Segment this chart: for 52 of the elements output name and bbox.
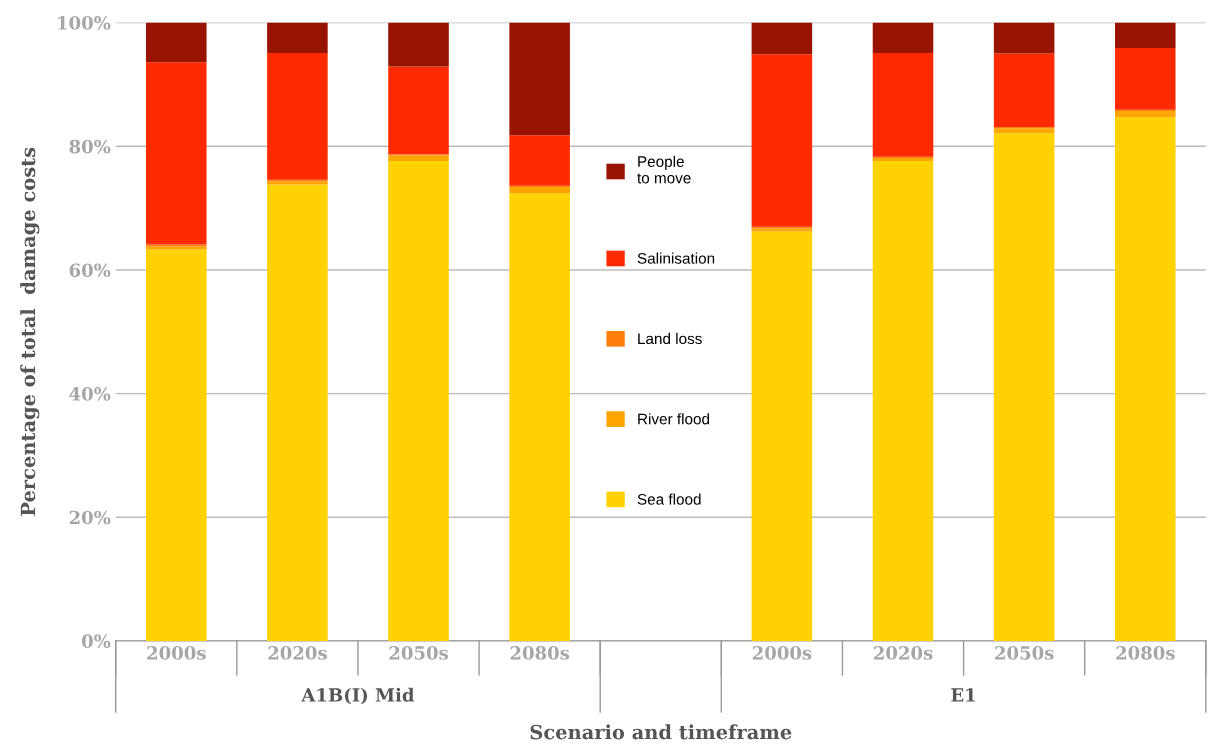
x-axis-title: Scenario and timeframe (530, 724, 792, 740)
bar (872, 158, 934, 162)
x-tick-label: 2050s (389, 646, 448, 660)
y-tick-label: 0% (81, 634, 111, 649)
bar (993, 22, 1055, 54)
bar (509, 193, 570, 641)
x-tick-label: 2080s (510, 646, 570, 660)
bar (751, 231, 813, 641)
x-tick-label: 2020s (874, 646, 933, 660)
x-tick-label: 2000s (752, 646, 812, 660)
bar (872, 22, 934, 53)
y-tick-label: 100% (58, 16, 111, 30)
legend-label: River flood (638, 413, 710, 425)
bar (751, 54, 813, 227)
legend-label: Land loss (638, 332, 702, 345)
x-tick-label: 2000s (147, 646, 206, 660)
y-tick-label: 40% (69, 387, 111, 401)
bar (388, 22, 449, 67)
bar (509, 22, 570, 136)
bar (145, 62, 207, 245)
y-tick-label: 60% (69, 263, 111, 278)
bar (872, 161, 934, 641)
bar (1114, 47, 1176, 110)
y-tick-label: 80% (69, 139, 111, 154)
bar (993, 133, 1055, 641)
bar (509, 187, 570, 194)
legend-label: Salinisation (637, 252, 715, 264)
bar (1114, 22, 1176, 48)
x-tick-label: 2020s (268, 646, 327, 660)
bar (267, 22, 328, 53)
bar (509, 135, 570, 186)
bar (388, 66, 449, 155)
bar (267, 52, 328, 180)
legend-label: Sea flood (637, 493, 701, 505)
legend-label: People to move (637, 155, 691, 184)
bar (751, 22, 813, 55)
bar (1114, 111, 1176, 118)
y-tick-label: 20% (69, 510, 111, 525)
bar (993, 128, 1055, 134)
bar (1114, 117, 1176, 641)
text: A1B(I) Mid (301, 687, 415, 705)
bar (145, 22, 207, 63)
x-tick-label: 2050s (995, 646, 1054, 660)
bar (267, 184, 328, 641)
bar (145, 249, 207, 641)
y-axis-title: Percentage of total damage costs (20, 147, 40, 516)
bar (388, 155, 449, 162)
bar (872, 52, 934, 157)
text: E1 (951, 688, 975, 702)
bar (993, 53, 1055, 128)
x-tick-label: 2080s (1116, 646, 1175, 660)
bar (388, 161, 449, 641)
